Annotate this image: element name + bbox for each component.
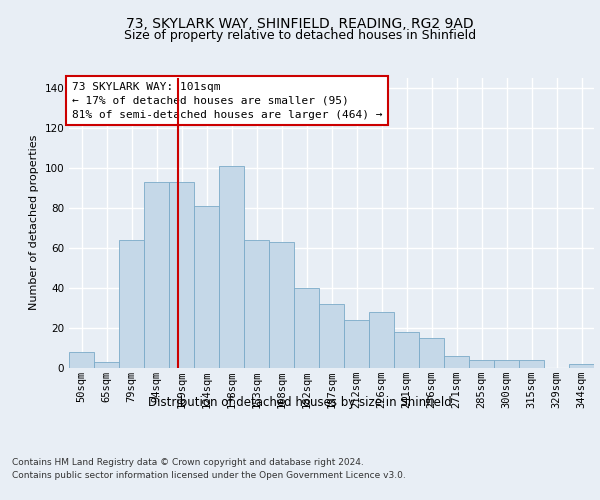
Text: Size of property relative to detached houses in Shinfield: Size of property relative to detached ho…: [124, 29, 476, 42]
Text: Distribution of detached houses by size in Shinfield: Distribution of detached houses by size …: [148, 396, 452, 409]
Bar: [569, 364, 594, 368]
Bar: [94, 362, 119, 368]
Bar: [269, 242, 294, 368]
Bar: [294, 288, 319, 368]
Bar: [169, 182, 194, 368]
Bar: [69, 352, 94, 368]
Bar: [119, 240, 144, 368]
Bar: [444, 356, 469, 368]
Bar: [344, 320, 369, 368]
Bar: [419, 338, 444, 368]
Bar: [144, 182, 169, 368]
Bar: [194, 206, 219, 368]
Y-axis label: Number of detached properties: Number of detached properties: [29, 135, 39, 310]
Text: Contains public sector information licensed under the Open Government Licence v3: Contains public sector information licen…: [12, 472, 406, 480]
Bar: [244, 240, 269, 368]
Bar: [394, 332, 419, 368]
Text: 73 SKYLARK WAY: 101sqm
← 17% of detached houses are smaller (95)
81% of semi-det: 73 SKYLARK WAY: 101sqm ← 17% of detached…: [71, 82, 382, 120]
Text: Contains HM Land Registry data © Crown copyright and database right 2024.: Contains HM Land Registry data © Crown c…: [12, 458, 364, 467]
Bar: [369, 312, 394, 368]
Bar: [494, 360, 519, 368]
Bar: [319, 304, 344, 368]
Text: 73, SKYLARK WAY, SHINFIELD, READING, RG2 9AD: 73, SKYLARK WAY, SHINFIELD, READING, RG2…: [126, 18, 474, 32]
Bar: [219, 166, 244, 368]
Bar: [469, 360, 494, 368]
Bar: [519, 360, 544, 368]
